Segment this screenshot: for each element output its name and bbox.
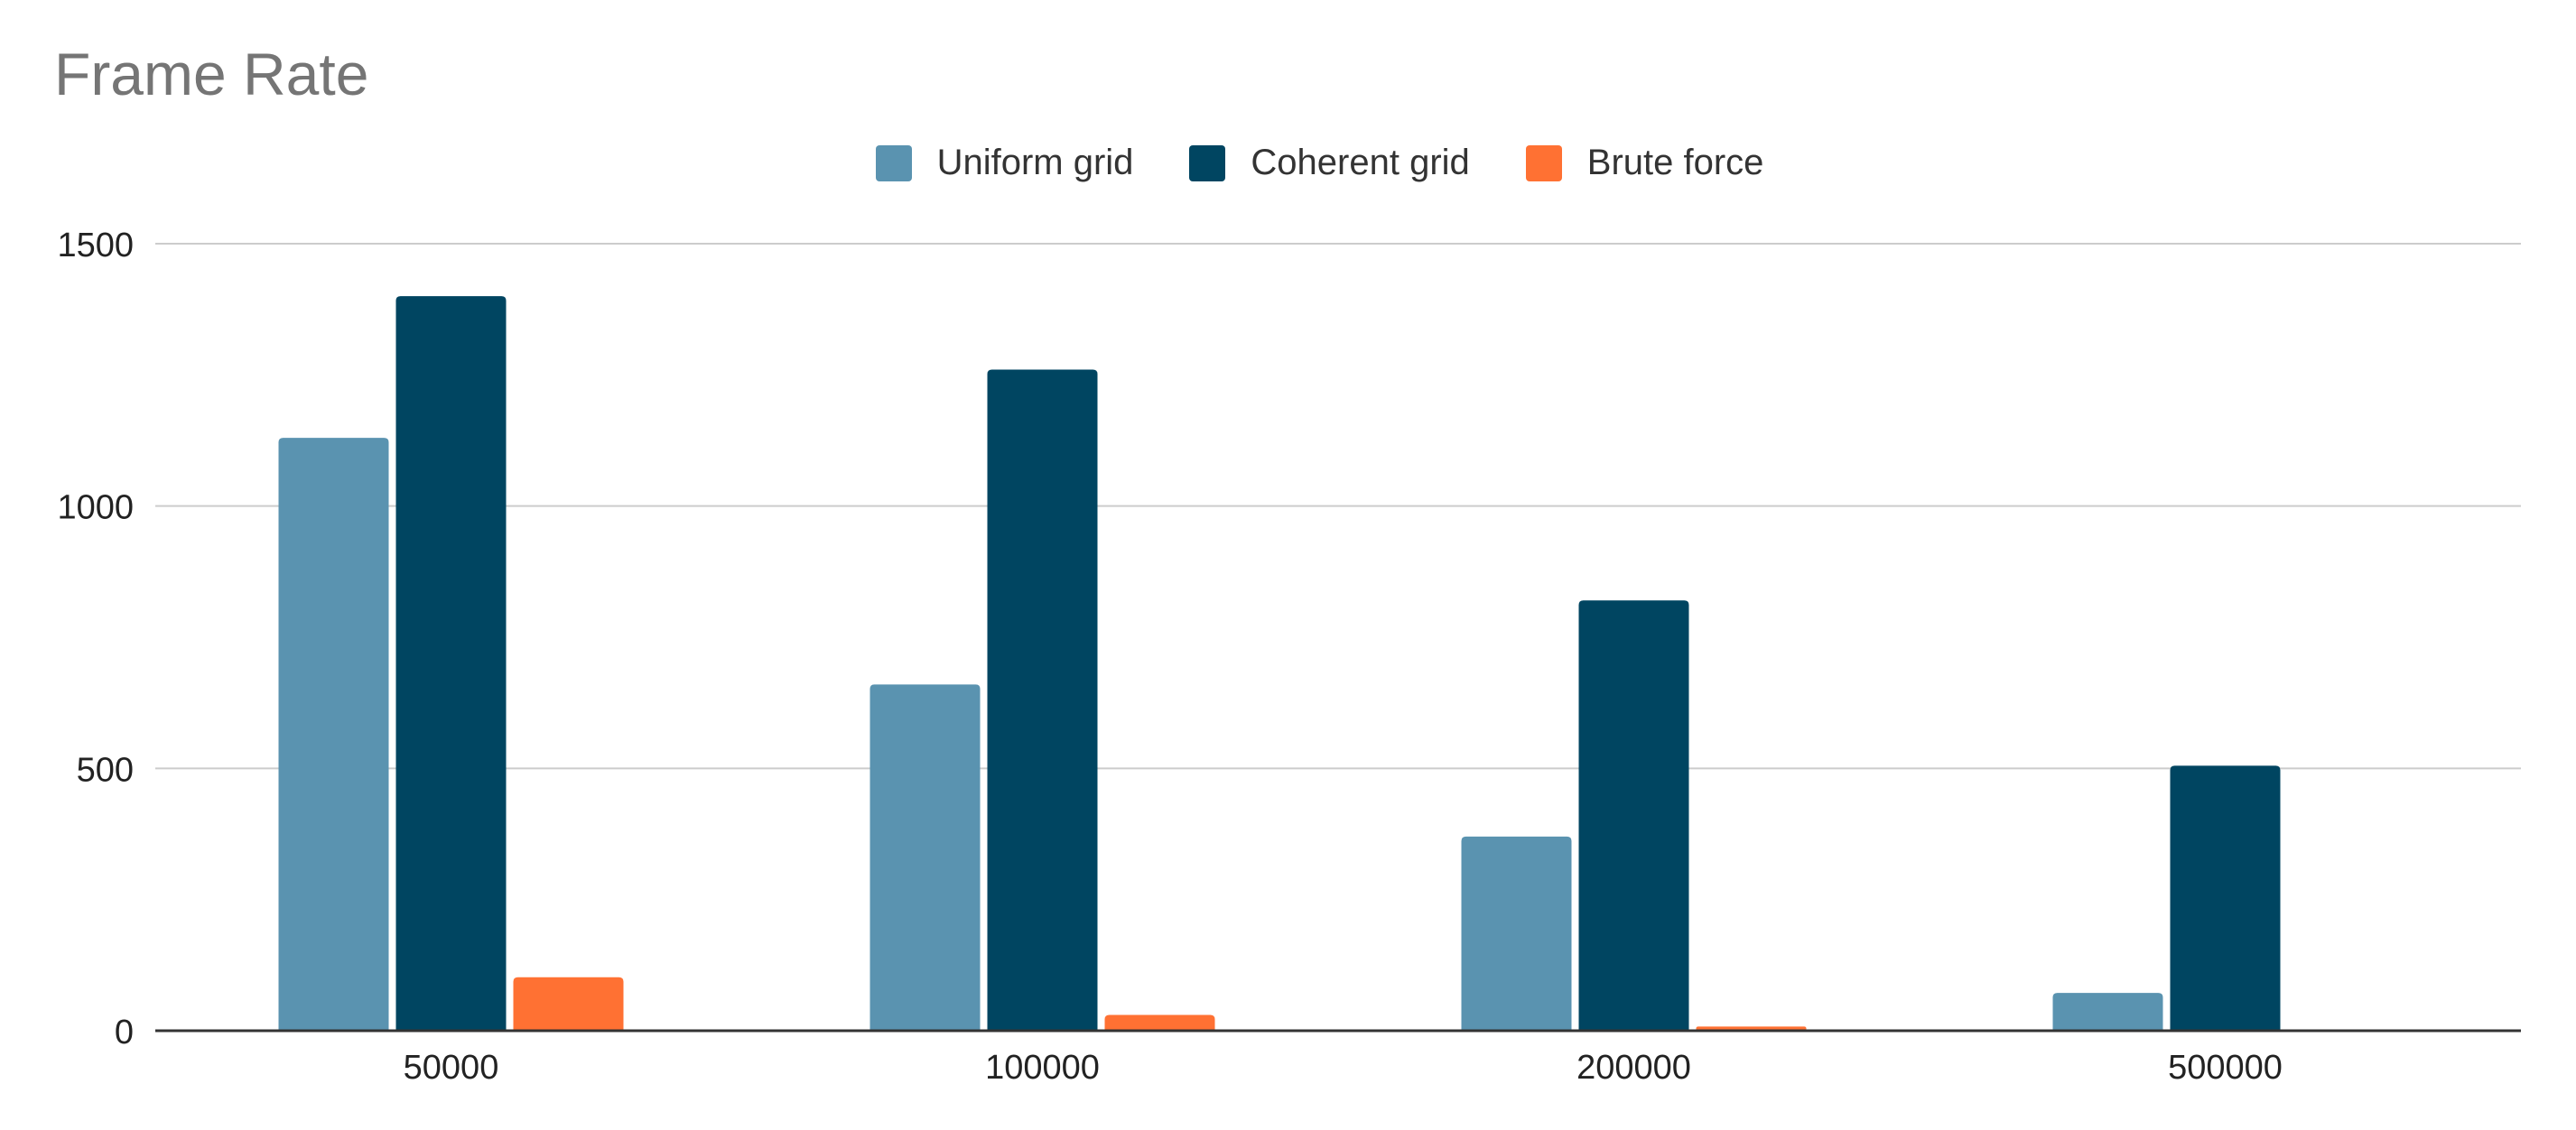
y-tick-label: 1500	[57, 227, 134, 264]
gridlines	[155, 243, 2521, 770]
bar-uniform-grid-500000[interactable]	[2052, 993, 2163, 1031]
legend-swatch	[1525, 144, 1562, 181]
legend-item-brute-force[interactable]: Brute force	[1525, 143, 1764, 183]
bars	[278, 296, 2281, 1032]
legend-label: Coherent grid	[1251, 143, 1470, 182]
chart-legend: Uniform grid Coherent grid Brute force	[0, 143, 2576, 183]
x-tick-label: 500000	[2168, 1049, 2283, 1087]
legend-swatch	[1189, 144, 1226, 181]
legend-item-uniform-grid[interactable]: Uniform grid	[875, 143, 1134, 183]
y-axis-ticks: 0 500 1000 1500	[57, 227, 134, 1051]
bar-coherent-grid-50000[interactable]	[395, 296, 507, 1032]
x-tick-label: 50000	[404, 1049, 499, 1087]
bar-uniform-grid-200000[interactable]	[1461, 836, 1572, 1031]
legend-label: Uniform grid	[936, 143, 1134, 182]
legend-swatch	[875, 144, 912, 181]
x-tick-label: 200000	[1576, 1049, 1691, 1087]
chart-title: Frame Rate	[54, 41, 369, 107]
bar-uniform-grid-50000[interactable]	[278, 438, 389, 1031]
legend-item-coherent-grid[interactable]: Coherent grid	[1189, 143, 1470, 183]
legend-label: Brute force	[1586, 143, 1764, 182]
x-tick-label: 100000	[985, 1049, 1100, 1087]
bar-brute-force-100000[interactable]	[1104, 1014, 1215, 1031]
bar-brute-force-50000[interactable]	[513, 977, 624, 1031]
y-tick-label: 1000	[57, 489, 134, 527]
x-axis-ticks: 50000 100000 200000 500000	[404, 1049, 2283, 1087]
bar-coherent-grid-100000[interactable]	[987, 369, 1098, 1031]
bar-uniform-grid-100000[interactable]	[870, 684, 981, 1031]
y-tick-label: 0	[115, 1014, 134, 1051]
bar-coherent-grid-200000[interactable]	[1578, 600, 1689, 1031]
bar-coherent-grid-500000[interactable]	[2170, 765, 2281, 1031]
y-tick-label: 500	[77, 751, 134, 789]
